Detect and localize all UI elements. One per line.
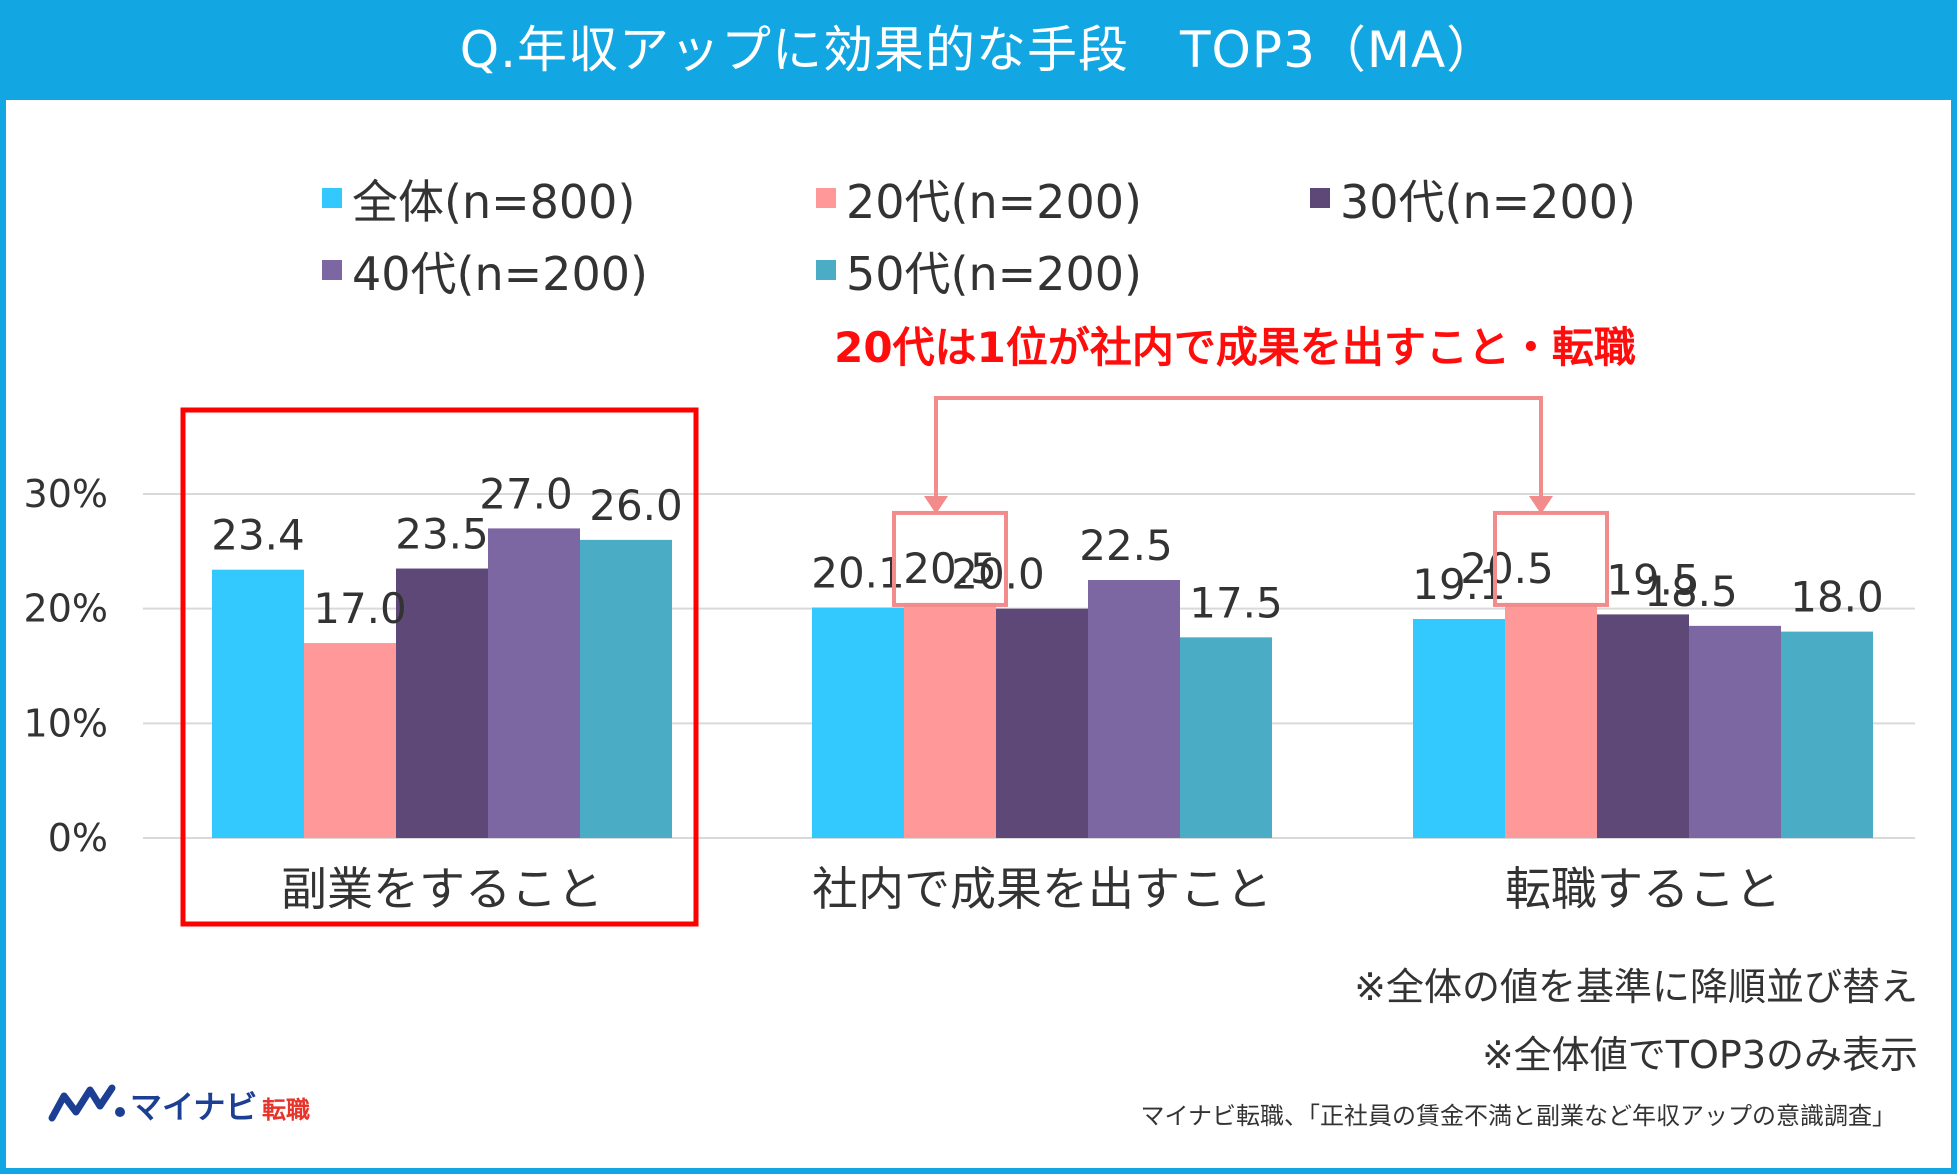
y-tick-label: 20% xyxy=(24,587,108,631)
note-sort: ※全体の値を基準に降順並び替え xyxy=(1354,965,1918,1009)
legend-label: 20代(n=200) xyxy=(846,175,1142,229)
value-label: 20.1 xyxy=(811,549,905,598)
bar xyxy=(304,643,396,838)
bar xyxy=(1597,614,1689,838)
logo-text: マイナビ xyxy=(130,1088,257,1126)
value-label: 22.5 xyxy=(1079,521,1173,570)
legend-swatch xyxy=(1310,188,1330,208)
value-label: 26.0 xyxy=(589,481,683,530)
y-tick-label: 10% xyxy=(24,701,108,745)
bar xyxy=(1781,631,1873,838)
legend-label: 30代(n=200) xyxy=(1340,175,1636,229)
value-label: 19.1 xyxy=(1412,560,1506,609)
bar xyxy=(996,608,1088,838)
category-label: 社内で成果を出すこと xyxy=(812,862,1272,916)
value-label: 20.5 xyxy=(1460,544,1554,593)
y-tick-label: 0% xyxy=(48,816,108,860)
bar xyxy=(212,569,304,838)
bar xyxy=(812,607,904,838)
legend-swatch xyxy=(816,188,836,208)
value-label: 23.5 xyxy=(395,510,489,559)
callout-text: 20代は1位が社内で成果を出すこと・転職 xyxy=(834,323,1636,372)
value-label: 20.0 xyxy=(951,550,1045,599)
value-label: 19.5 xyxy=(1606,555,1700,604)
source-text: マイナビ転職、「正社員の賃金不満と副業など年収アップの意識調査」 xyxy=(1140,1102,1896,1130)
y-tick-label: 30% xyxy=(24,472,108,516)
bar xyxy=(488,528,580,838)
legend-swatch xyxy=(816,260,836,280)
legend-label: 40代(n=200) xyxy=(352,247,648,301)
bar xyxy=(1180,637,1272,838)
bar xyxy=(1689,625,1781,838)
category-label: 転職すること xyxy=(1505,862,1781,916)
value-label: 17.0 xyxy=(313,584,407,633)
legend-label: 全体(n=800) xyxy=(352,175,635,229)
bar xyxy=(1088,580,1180,838)
highlight-box xyxy=(180,407,699,927)
callout-connector xyxy=(934,396,1543,500)
logo-mark-icon xyxy=(48,1084,116,1122)
value-label: 17.5 xyxy=(1189,578,1283,627)
bar xyxy=(1505,602,1597,838)
value-label: 18.0 xyxy=(1790,573,1884,622)
bar xyxy=(1413,618,1505,838)
arrow-head-right xyxy=(1529,496,1553,514)
value-label: 18.5 xyxy=(1644,567,1738,616)
mynavi-logo: マイナビ 転職 xyxy=(48,1084,310,1126)
chart-title: Q.年収アップに効果的な手段 TOP3（MA） xyxy=(0,0,1957,100)
legend-label: 50代(n=200) xyxy=(846,247,1142,301)
callout-box xyxy=(1493,510,1609,607)
logo-dot-icon xyxy=(115,1107,125,1117)
value-label: 27.0 xyxy=(479,469,573,518)
legend-swatch xyxy=(322,188,342,208)
note-top3: ※全体値でTOP3のみ表示 xyxy=(1482,1033,1918,1077)
value-label: 23.4 xyxy=(211,511,305,560)
category-label: 副業をすること xyxy=(281,862,603,916)
legend-swatch xyxy=(322,260,342,280)
logo-subtext: 転職 xyxy=(262,1096,310,1124)
bar xyxy=(904,602,996,838)
callout-box xyxy=(892,510,1008,607)
value-label: 20.5 xyxy=(903,544,997,593)
arrow-head-left xyxy=(924,496,948,514)
bar xyxy=(396,568,488,838)
bar xyxy=(580,539,672,838)
